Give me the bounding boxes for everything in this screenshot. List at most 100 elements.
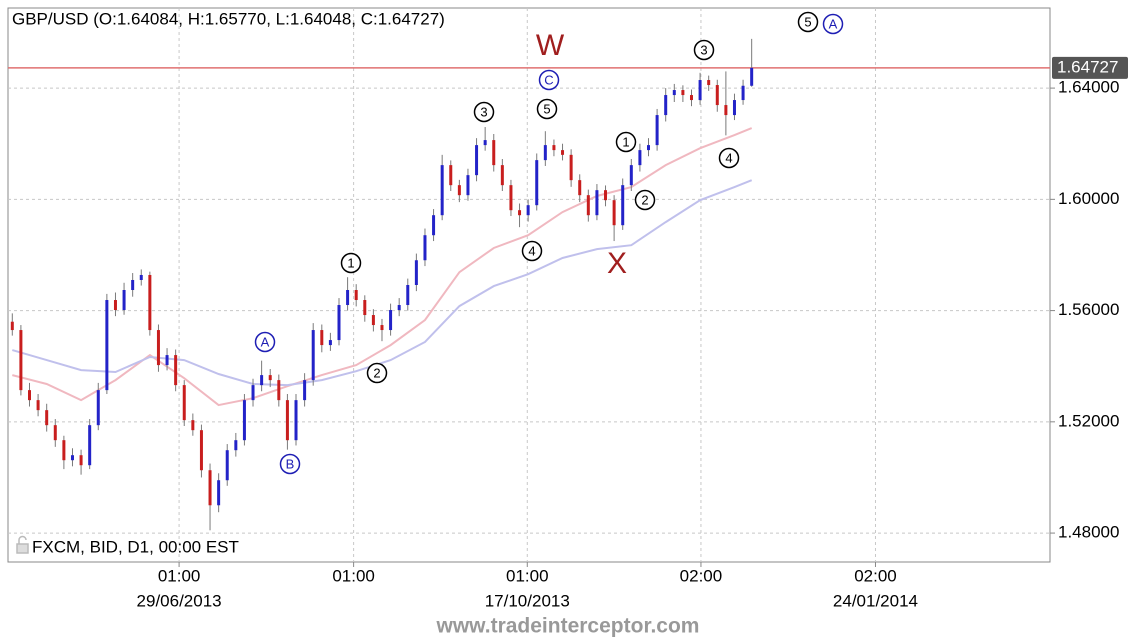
candle-body xyxy=(432,215,436,236)
candle xyxy=(500,159,504,191)
candle-body xyxy=(260,375,264,386)
candle xyxy=(371,309,375,332)
y-tick-label: 1.56000 xyxy=(1058,300,1119,319)
candle xyxy=(182,380,186,427)
candle xyxy=(689,89,693,107)
candle-body xyxy=(131,279,135,291)
candle-body xyxy=(285,400,289,441)
wave-label: 2 xyxy=(373,365,380,380)
x-tick-label: 01:00 xyxy=(332,566,375,585)
wave-circle xyxy=(279,453,301,475)
candle-body xyxy=(36,400,40,411)
candle xyxy=(27,382,31,407)
y-tick-label: 1.48000 xyxy=(1058,523,1119,542)
wave-circle xyxy=(473,101,495,123)
candle-body xyxy=(526,205,530,216)
candle-body xyxy=(156,330,160,366)
candle-body xyxy=(139,274,143,280)
candle xyxy=(88,419,92,470)
candle xyxy=(535,153,539,211)
candle-body xyxy=(122,290,126,311)
candle-body xyxy=(199,430,203,471)
candle-body xyxy=(543,145,547,161)
candle-body xyxy=(397,305,401,311)
candle-body xyxy=(475,145,479,176)
candle xyxy=(251,378,255,407)
candle xyxy=(492,133,496,172)
wave-circle xyxy=(536,98,558,120)
candle xyxy=(165,348,169,371)
candle xyxy=(595,184,599,221)
candle-body xyxy=(724,105,728,116)
candle-body xyxy=(96,390,100,426)
x-tick-label: 02:00 xyxy=(680,566,723,585)
candle-body xyxy=(242,400,246,441)
wave-label: B xyxy=(286,456,295,471)
candle xyxy=(174,349,178,392)
candle-body xyxy=(449,165,453,186)
candle-body xyxy=(492,140,496,166)
candle xyxy=(664,88,668,122)
candle xyxy=(311,323,315,386)
candle-body xyxy=(707,80,711,86)
candle xyxy=(432,209,436,242)
candle xyxy=(509,179,513,217)
candle-body xyxy=(406,285,410,306)
candle-body xyxy=(389,310,393,331)
candle xyxy=(655,108,659,151)
candle-body xyxy=(311,330,315,381)
candle-body xyxy=(268,375,272,381)
x-tick-date: 24/01/2014 xyxy=(833,591,918,610)
candle-body xyxy=(414,260,418,285)
candle-body xyxy=(466,175,470,196)
wave-label: 2 xyxy=(641,192,648,207)
current-price-label: 1.64727 xyxy=(1057,57,1118,76)
candle xyxy=(389,303,393,336)
wave-label: 1 xyxy=(622,134,629,149)
lock-icon xyxy=(16,535,29,554)
candle xyxy=(406,278,410,311)
candle-body xyxy=(535,160,539,206)
candle-body xyxy=(578,180,582,196)
candle-body xyxy=(664,95,668,116)
wave-label: X xyxy=(607,247,627,280)
candle-body xyxy=(62,440,66,461)
candle-body xyxy=(303,380,307,401)
wave-circle xyxy=(254,331,276,353)
candle xyxy=(70,448,74,467)
candle-body xyxy=(423,235,427,261)
wave-label: 1 xyxy=(347,255,354,270)
x-tick-date: 29/06/2013 xyxy=(137,591,222,610)
candle xyxy=(621,178,625,230)
candle xyxy=(414,253,418,292)
candle-body xyxy=(595,190,599,216)
candle-body xyxy=(509,185,513,211)
candle xyxy=(79,449,83,475)
candle-body xyxy=(363,300,367,316)
wave-circle xyxy=(615,131,637,153)
wave-label: A xyxy=(261,334,270,349)
candle-body xyxy=(225,450,229,481)
candle-body xyxy=(750,67,754,86)
candle-body xyxy=(354,290,358,301)
candle xyxy=(113,292,117,317)
candle xyxy=(604,185,608,207)
candle-body xyxy=(500,165,504,186)
candle xyxy=(483,127,487,151)
candle xyxy=(277,374,281,407)
candle xyxy=(629,159,633,191)
current-price-box xyxy=(1052,56,1128,79)
wave-circle xyxy=(521,240,543,262)
candle-body xyxy=(105,300,109,391)
candle-body xyxy=(655,115,659,146)
candle-body xyxy=(191,420,195,431)
candle-body xyxy=(604,190,608,201)
candle xyxy=(96,382,100,431)
candle-body xyxy=(715,85,719,106)
chart-title: GBP/USD (O:1.64084, H:1.65770, L:1.64048… xyxy=(12,9,445,28)
candle-body xyxy=(689,95,693,101)
candle xyxy=(672,83,676,103)
candle xyxy=(741,79,745,105)
candle xyxy=(191,413,195,436)
